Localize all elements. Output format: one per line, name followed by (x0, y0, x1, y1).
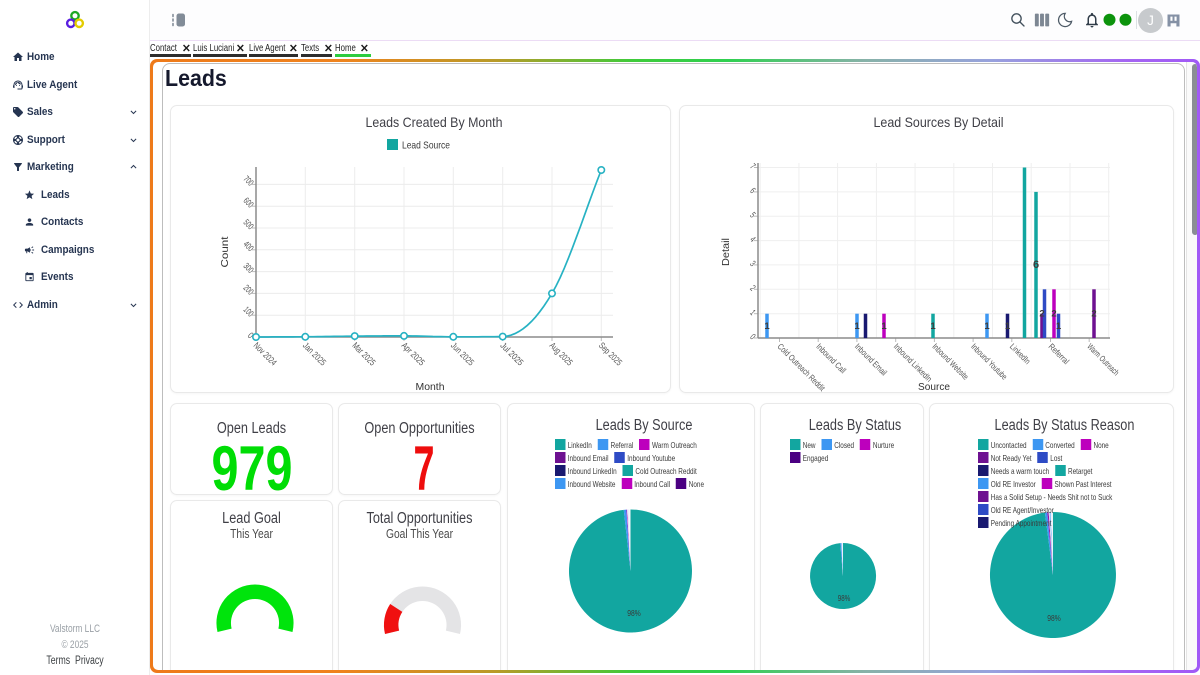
svg-text:Referral: Referral (1047, 341, 1072, 366)
svg-text:Aug 2025: Aug 2025 (548, 340, 575, 367)
svg-text:400: 400 (242, 239, 256, 253)
svg-text:2: 2 (748, 283, 758, 293)
svg-text:5: 5 (748, 210, 758, 220)
svg-text:Nov 2024: Nov 2024 (252, 340, 279, 367)
svg-text:Inbound Website: Inbound Website (930, 341, 970, 381)
svg-text:200: 200 (242, 283, 256, 297)
svg-text:100: 100 (242, 304, 256, 318)
svg-text:700: 700 (242, 174, 256, 188)
svg-text:1: 1 (1056, 321, 1062, 332)
svg-text:Month: Month (416, 381, 445, 393)
svg-text:979: 979 (212, 434, 293, 496)
svg-text:0: 0 (246, 331, 256, 341)
svg-text:Jun 2025: Jun 2025 (449, 340, 476, 367)
svg-text:Inbound Email: Inbound Email (853, 341, 889, 377)
svg-text:4: 4 (748, 234, 758, 244)
svg-text:98%: 98% (1047, 613, 1061, 623)
svg-text:1: 1 (1005, 321, 1011, 332)
svg-text:1: 1 (984, 321, 990, 332)
svg-text:Count: Count (219, 236, 231, 267)
svg-text:2: 2 (1039, 309, 1044, 320)
svg-text:Inbound Youtube: Inbound Youtube (969, 341, 1009, 381)
svg-text:98%: 98% (838, 594, 851, 603)
svg-text:Warm Outreach: Warm Outreach (1085, 341, 1121, 377)
svg-text:0: 0 (748, 332, 758, 342)
svg-text:3: 3 (748, 259, 758, 269)
svg-text:Lead Source: Lead Source (402, 140, 450, 152)
svg-text:7: 7 (748, 161, 758, 171)
svg-text:Mar 2025: Mar 2025 (350, 340, 377, 367)
svg-text:2: 2 (1091, 309, 1096, 320)
svg-text:1: 1 (854, 321, 860, 332)
svg-text:600: 600 (242, 195, 256, 209)
svg-text:1: 1 (930, 321, 936, 332)
svg-text:Inbound LinkedIn: Inbound LinkedIn (892, 341, 935, 384)
svg-text:Jan 2025: Jan 2025 (301, 340, 328, 367)
svg-text:1: 1 (748, 308, 758, 318)
svg-text:Leads Created By Month: Leads Created By Month (366, 114, 503, 130)
svg-text:6: 6 (748, 186, 758, 196)
svg-text:7: 7 (414, 434, 435, 496)
svg-text:Lead Sources By Detail: Lead Sources By Detail (874, 114, 1004, 130)
svg-text:2: 2 (1051, 309, 1056, 320)
svg-text:300: 300 (242, 261, 256, 275)
svg-text:LinkedIn: LinkedIn (1008, 341, 1033, 366)
svg-text:Inbound Call: Inbound Call (814, 341, 848, 375)
svg-text:500: 500 (242, 217, 256, 231)
svg-text:Source: Source (918, 381, 950, 393)
svg-text:6: 6 (1033, 259, 1039, 271)
svg-text:1: 1 (881, 321, 887, 332)
svg-text:98%: 98% (627, 608, 641, 618)
svg-text:Apr 2025: Apr 2025 (400, 340, 427, 367)
svg-text:1: 1 (764, 321, 770, 332)
svg-text:Jul 2025: Jul 2025 (498, 340, 525, 367)
svg-text:Detail: Detail (720, 238, 732, 266)
svg-text:Sep 2025: Sep 2025 (597, 340, 624, 367)
